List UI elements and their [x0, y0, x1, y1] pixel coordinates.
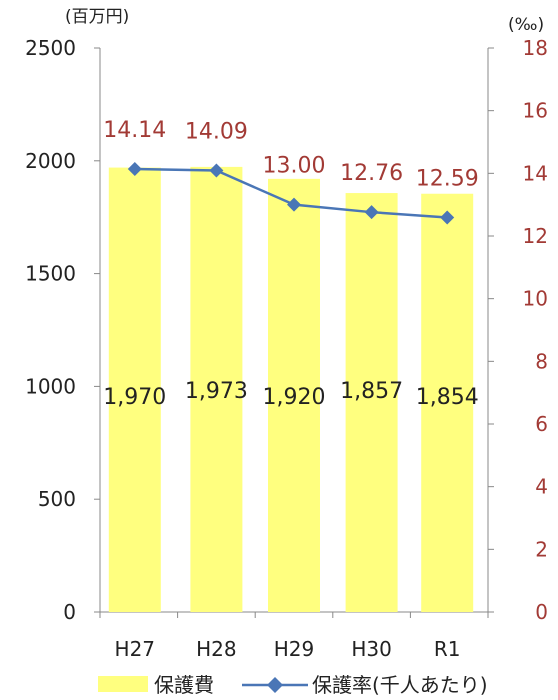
right-tick-label: 6 — [535, 412, 548, 436]
bar — [268, 178, 320, 612]
right-tick-label: 12 — [523, 224, 548, 248]
legend: 保護費 保護率(千人あたり) — [98, 673, 488, 697]
x-tick-label: H30 — [351, 637, 392, 661]
rate-point — [127, 161, 142, 176]
rate-value-label: 14.09 — [185, 120, 248, 145]
right-tick-label: 8 — [535, 349, 548, 373]
bar-value-label: 1,973 — [185, 379, 248, 404]
bar — [345, 193, 398, 613]
legend-line-marker — [267, 677, 283, 693]
data-labels: 1,970 1,973 1,920 1,857 1,854 14.14 14.09 13.00… — [103, 118, 478, 410]
left-tick-label: 1500 — [25, 262, 76, 286]
x-tick-label: H29 — [274, 637, 315, 661]
rate-value-label: 12.76 — [340, 161, 403, 186]
right-tick-label: 4 — [535, 475, 548, 499]
left-tick-label: 2000 — [25, 149, 76, 173]
bar-value-label: 1,857 — [340, 379, 403, 404]
bar-value-label: 1,920 — [263, 385, 326, 410]
right-tick-label: 18 — [523, 36, 548, 60]
rate-point — [209, 163, 224, 178]
rate-value-label: 12.59 — [416, 167, 479, 192]
axes: 0 500 1000 1500 2000 2500 0 2 4 6 8 10 12 14 16 18 H27 H2… — [25, 36, 548, 661]
rate-point — [440, 210, 455, 225]
left-tick-label: 0 — [63, 600, 76, 624]
bar — [108, 167, 161, 612]
legend-bar-label: 保護費 — [154, 673, 214, 697]
left-tick-label: 1000 — [25, 374, 76, 398]
right-tick-label: 10 — [523, 287, 548, 311]
right-tick-label: 0 — [535, 600, 548, 624]
bar-value-label: 1,854 — [416, 385, 479, 410]
left-tick-label: 2500 — [25, 36, 76, 60]
bar-value-label: 1,970 — [103, 385, 166, 410]
right-tick-label: 14 — [523, 161, 548, 185]
rate-value-label: 13.00 — [263, 154, 326, 179]
left-tick-label: 500 — [38, 487, 76, 511]
right-tick-label: 2 — [535, 537, 548, 561]
bar — [190, 166, 243, 612]
x-tick-label: R1 — [434, 637, 461, 661]
x-tick-label: H28 — [196, 637, 237, 661]
rate-line — [127, 161, 455, 225]
left-axis-unit: (百万円) — [65, 7, 129, 27]
bar — [421, 193, 474, 612]
x-tick-label: H27 — [115, 637, 156, 661]
legend-line-label: 保護率(千人あたり) — [312, 673, 488, 697]
right-tick-label: 16 — [523, 99, 548, 123]
rate-value-label: 14.14 — [103, 118, 166, 143]
legend-bar-swatch — [98, 676, 148, 692]
rate-point — [287, 197, 301, 212]
right-axis-unit: (‰) — [508, 15, 544, 35]
rate-point — [364, 205, 379, 220]
bars — [108, 166, 474, 613]
